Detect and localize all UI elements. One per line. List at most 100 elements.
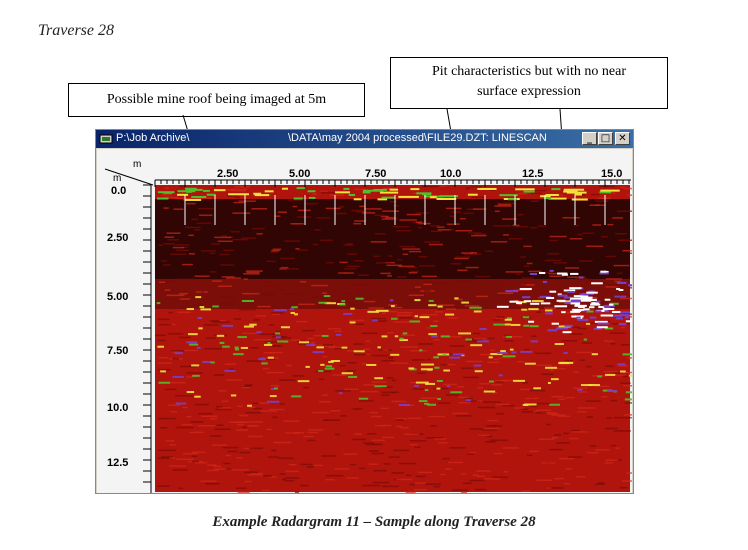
texture-stroke — [356, 291, 362, 294]
texture-stroke — [542, 271, 553, 274]
pit-anomaly-stroke — [557, 293, 562, 296]
texture-stroke — [300, 197, 307, 200]
texture-stroke — [243, 273, 260, 275]
texture-stroke — [470, 185, 482, 188]
surface-reflection — [363, 189, 384, 192]
texture-stroke — [299, 484, 309, 487]
texture-stroke — [470, 252, 478, 254]
texture-stroke — [426, 437, 444, 439]
texture-stroke — [536, 311, 542, 314]
texture-stroke — [491, 383, 503, 386]
texture-stroke — [389, 200, 398, 203]
texture-stroke — [353, 343, 364, 345]
surface-reflection — [254, 194, 270, 197]
reflector-stroke — [273, 309, 287, 312]
pit-anomaly-stroke — [561, 311, 566, 314]
reflector-stroke — [324, 302, 337, 305]
texture-stroke — [311, 284, 328, 287]
surface-reflection — [574, 193, 582, 196]
texture-stroke — [261, 489, 270, 492]
texture-stroke — [169, 444, 176, 446]
texture-stroke — [535, 479, 553, 482]
texture-stroke — [563, 482, 570, 485]
texture-stroke — [474, 233, 487, 235]
texture-stroke — [608, 284, 619, 287]
texture-stroke — [297, 209, 311, 212]
reflector-stroke — [389, 299, 394, 302]
app-icon — [99, 134, 113, 144]
pit-anomaly-stroke — [570, 300, 581, 303]
texture-stroke — [490, 439, 508, 442]
reflector-stroke — [267, 400, 280, 403]
texture-stroke — [525, 397, 533, 400]
texture-stroke — [370, 241, 387, 243]
texture-stroke — [182, 453, 198, 455]
pit-anomaly-stroke — [572, 308, 585, 311]
texture-stroke — [620, 186, 626, 189]
minimize-button[interactable]: _ — [582, 132, 597, 145]
reflector-stroke — [473, 310, 482, 313]
texture-stroke — [417, 226, 423, 229]
texture-stroke — [606, 185, 615, 188]
texture-stroke — [266, 260, 276, 263]
texture-stroke — [531, 335, 537, 337]
texture-stroke — [586, 416, 593, 418]
texture-stroke — [476, 475, 486, 478]
texture-stroke — [222, 296, 233, 298]
texture-stroke — [558, 194, 564, 197]
surface-reflection — [467, 193, 478, 196]
reflector-stroke — [428, 304, 437, 307]
texture-stroke — [311, 344, 323, 346]
texture-stroke — [304, 202, 319, 205]
pit-anomaly-stroke — [591, 282, 603, 285]
reflector-stroke — [390, 304, 395, 307]
texture-stroke — [463, 212, 474, 215]
texture-stroke — [198, 412, 213, 415]
surface-reflection — [185, 198, 202, 201]
pit-anomaly-stroke — [589, 316, 597, 319]
texture-stroke — [315, 344, 333, 346]
texture-stroke — [503, 471, 509, 473]
texture-stroke — [614, 459, 623, 461]
texture-stroke — [221, 400, 229, 403]
maximize-button[interactable]: □ — [598, 132, 613, 145]
close-button[interactable]: ✕ — [615, 132, 630, 145]
texture-stroke — [174, 197, 192, 200]
reflector-stroke — [620, 370, 626, 373]
texture-stroke — [449, 447, 466, 449]
texture-stroke — [393, 321, 410, 323]
texture-stroke — [456, 280, 474, 282]
texture-stroke — [467, 232, 482, 234]
reflector-stroke — [414, 384, 420, 387]
texture-stroke — [573, 326, 581, 329]
texture-stroke — [460, 473, 466, 475]
y-tick-label: 7.50 — [107, 345, 128, 357]
pit-anomaly-stroke — [571, 315, 584, 318]
surface-reflection — [253, 192, 262, 195]
x-tick-label: 2.50 — [217, 168, 238, 180]
window-titlebar[interactable]: P:\Job Archive\ \DATA\may 2004 processed… — [96, 130, 633, 148]
pit-anomaly-stroke — [627, 284, 632, 287]
reflector-stroke — [341, 346, 348, 349]
texture-stroke — [166, 440, 175, 442]
texture-stroke — [365, 340, 371, 342]
reflector-stroke — [414, 315, 419, 318]
texture-stroke — [443, 387, 449, 390]
pit-anomaly-stroke — [580, 299, 592, 302]
texture-stroke — [321, 394, 329, 396]
texture-stroke — [218, 188, 233, 191]
texture-stroke — [334, 347, 347, 350]
texture-stroke — [517, 192, 528, 195]
surface-reflection — [563, 190, 578, 193]
texture-stroke — [290, 223, 304, 225]
texture-stroke — [307, 337, 315, 340]
reflector-stroke — [390, 353, 400, 356]
texture-stroke — [225, 454, 232, 457]
pit-anomaly-stroke — [570, 297, 582, 300]
reflector-stroke — [256, 331, 262, 334]
reflector-stroke — [343, 312, 353, 315]
texture-stroke — [517, 303, 523, 306]
texture-stroke — [413, 488, 427, 491]
pit-anomaly-stroke — [581, 292, 594, 295]
texture-stroke — [181, 263, 193, 266]
